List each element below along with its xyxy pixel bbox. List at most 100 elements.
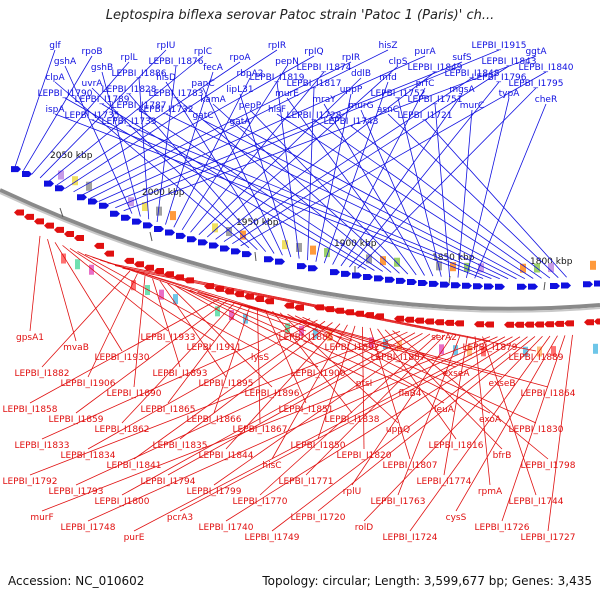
gene-arrow-forward xyxy=(528,283,538,290)
leader-line xyxy=(107,262,445,332)
leader-line xyxy=(501,335,566,522)
leader-line xyxy=(213,333,431,486)
scale-label: 1850 kbp xyxy=(432,253,475,263)
gene-arrow-forward xyxy=(22,171,32,178)
feature-block xyxy=(173,294,178,305)
leader-line xyxy=(232,65,510,245)
reverse-gene-label: LEPBI_I1799 xyxy=(186,487,241,497)
leader-line xyxy=(286,97,417,276)
leader-line xyxy=(206,65,399,238)
leader-line xyxy=(138,77,150,220)
forward-strand-genes xyxy=(11,166,600,290)
leader-line xyxy=(165,113,509,280)
forward-gene-label: asnC xyxy=(377,105,399,115)
leader-line xyxy=(75,300,228,414)
leader-line xyxy=(167,283,273,388)
leader-line xyxy=(384,329,503,450)
gene-arrow-forward xyxy=(451,282,461,289)
leader-line xyxy=(240,71,547,247)
forward-gene-label: ggtA xyxy=(525,47,547,57)
leader-line xyxy=(114,265,491,342)
forward-gene-label: LEPBI_I1828 xyxy=(101,85,156,95)
forward-gene-label: LEPBI_I1840 xyxy=(518,63,573,73)
leader-line xyxy=(14,49,56,168)
feature-block xyxy=(226,227,232,237)
gene-arrow-reverse xyxy=(254,295,264,302)
scale-label: 2050 kbp xyxy=(50,151,93,161)
reverse-gene-label: gpsA1 xyxy=(16,333,44,343)
forward-gene-label: LEPBI_I1796 xyxy=(471,73,526,83)
leader-line xyxy=(369,327,411,460)
leader-line xyxy=(239,125,526,280)
gene-arrow-forward xyxy=(308,265,318,272)
reverse-gene-label: LEPBI_I1792 xyxy=(2,477,57,487)
gene-arrow-reverse xyxy=(594,318,600,325)
reverse-gene-label: LEPBI_I1770 xyxy=(232,497,287,507)
reverse-gene-label: LEPBI_I1906 xyxy=(60,379,115,389)
leader-line xyxy=(357,87,537,269)
forward-gene-label: LEPBI_I1817 xyxy=(286,79,341,89)
reverse-gene-label: LEPBI_I1724 xyxy=(382,533,437,543)
gene-arrow-forward xyxy=(44,180,54,187)
reverse-gene-label: mvaB xyxy=(63,343,89,353)
leader-line xyxy=(363,335,543,522)
leader-line xyxy=(64,49,278,189)
gene-arrow-forward xyxy=(583,281,593,288)
reverse-gene-label: LEPBI_I1749 xyxy=(244,533,299,543)
feature-block xyxy=(285,323,290,334)
forward-gene-label: LEPBI_I1733 xyxy=(101,117,156,127)
leader-line xyxy=(362,326,365,450)
gene-arrow-reverse xyxy=(484,321,494,328)
gene-arrow-reverse xyxy=(34,218,44,225)
gene-arrow-reverse xyxy=(434,319,444,326)
leader-line xyxy=(133,320,326,460)
leader-line xyxy=(29,330,401,476)
reverse-gene-label: LEPBI_I1820 xyxy=(336,451,391,461)
feature-block xyxy=(131,280,136,291)
leader-line xyxy=(165,81,275,254)
feature-block xyxy=(324,248,330,258)
scale-label: 1900 kbp xyxy=(334,239,377,249)
scale-label: 1950 kbp xyxy=(236,218,279,228)
feature-block xyxy=(537,346,542,357)
reverse-gene-label: LEPBI_I1794 xyxy=(140,477,195,487)
gene-arrow-forward xyxy=(154,225,164,232)
leader-line xyxy=(225,336,521,522)
leader-line xyxy=(377,328,457,440)
gene-arrow-reverse xyxy=(284,302,294,309)
forward-gene-label: rpoB xyxy=(81,47,102,57)
leader-line xyxy=(179,336,513,512)
forward-gene-label: prfC xyxy=(416,79,435,89)
gene-arrow-reverse xyxy=(504,321,514,328)
forward-gene-label: cheR xyxy=(535,95,557,105)
reverse-gene-label: LEPBI_I1850 xyxy=(290,441,345,451)
gene-arrow-reverse xyxy=(64,230,74,237)
gene-arrow-forward xyxy=(110,210,120,217)
gene-arrow-reverse xyxy=(564,320,574,327)
forward-gene-label: rbpA2 xyxy=(236,69,263,79)
forward-gene-label: gatC xyxy=(192,111,213,121)
leader-line xyxy=(101,103,375,271)
gene-arrow-forward xyxy=(187,236,197,243)
feature-block xyxy=(467,345,472,356)
leader-line xyxy=(73,55,315,193)
reverse-gene-label: LEPBI_I1726 xyxy=(474,523,529,533)
forward-gene-label: mfd xyxy=(379,73,397,83)
reverse-gene-label: LEPBI_I1830 xyxy=(508,425,563,435)
gene-arrow-reverse xyxy=(144,264,154,271)
gene-arrow-forward xyxy=(88,198,98,205)
feature-block xyxy=(310,245,316,255)
reverse-gene-label: LEPBI_I1844 xyxy=(198,451,253,461)
reverse-gene-label: LEPBI_I1763 xyxy=(370,497,425,507)
feature-block xyxy=(383,339,388,350)
reverse-gene-label: LEPBI_I1740 xyxy=(198,523,253,533)
forward-gene-label: rplC xyxy=(194,47,212,57)
leader-line xyxy=(257,307,261,424)
leader-line xyxy=(340,93,463,267)
forward-gene-label: LEPBI_I1752 xyxy=(370,89,425,99)
reverse-gene-label: LEPBI_I1834 xyxy=(60,451,115,461)
reverse-gene-label: LEPBI_I1864 xyxy=(520,389,575,399)
leader-line xyxy=(317,325,356,440)
reverse-gene-label: LEPBI_I1835 xyxy=(152,441,207,451)
